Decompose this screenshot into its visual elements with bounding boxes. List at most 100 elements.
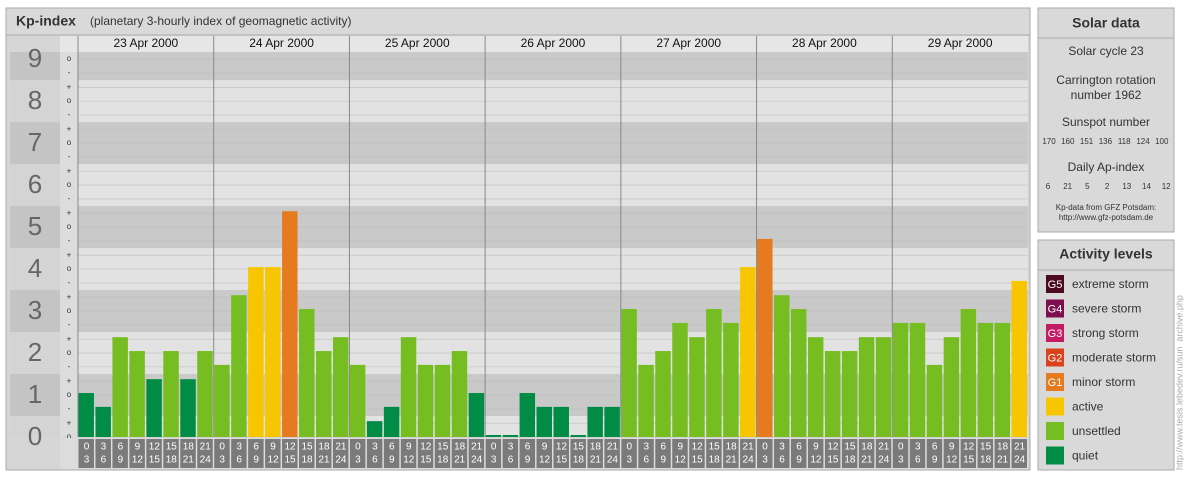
hour-label: 6: [796, 442, 802, 453]
hour-cell: [282, 439, 298, 468]
y-tick-label: 6: [28, 169, 42, 199]
level-name: minor storm: [1072, 375, 1135, 389]
hour-label: 21: [726, 455, 738, 466]
hour-cell: [587, 439, 603, 468]
hour-cell: [95, 439, 111, 468]
level-name: moderate storm: [1072, 351, 1156, 365]
hour-label: 21: [743, 442, 755, 453]
hour-label: 21: [318, 455, 330, 466]
hour-label: 0: [898, 442, 904, 453]
bar: [536, 406, 552, 437]
bar: [248, 267, 264, 437]
bar: [672, 322, 688, 437]
y-label-cell: [10, 80, 60, 123]
hour-cell: [129, 439, 145, 468]
hour-label: 18: [709, 455, 721, 466]
bar: [621, 309, 637, 437]
level-name: strong storm: [1072, 326, 1139, 340]
bar: [400, 337, 417, 437]
hour-cell: [824, 439, 841, 468]
hour-cell: [231, 439, 247, 468]
hour-cell: [536, 439, 552, 468]
hour-label: 24: [200, 455, 212, 466]
minor-tick-label: +: [67, 124, 72, 133]
bar: [265, 267, 281, 437]
bar: [943, 337, 960, 437]
hour-label: 24: [743, 455, 755, 466]
hour-label: 6: [118, 442, 124, 453]
carrington: number 1962: [1071, 88, 1142, 102]
bar: [129, 351, 145, 437]
ap-value: 21: [1063, 182, 1072, 191]
hour-label: 12: [149, 442, 161, 453]
minor-tick-label: -: [68, 362, 71, 371]
bar: [282, 211, 298, 437]
y-tick-label: 8: [28, 85, 42, 115]
hour-label: 3: [236, 442, 242, 453]
hour-label: 18: [437, 455, 449, 466]
minor-tick-label: o: [67, 306, 72, 315]
hour-cell: [299, 439, 315, 468]
source: Kp-data from GFZ Potsdam:: [1056, 203, 1156, 212]
hour-cell: [400, 439, 417, 468]
bar: [807, 337, 824, 437]
bar: [146, 379, 162, 437]
hour-label: 12: [946, 455, 958, 466]
hour-label: 6: [389, 442, 395, 453]
bar: [349, 364, 366, 437]
minor-tick-label: +: [67, 418, 72, 427]
hour-label: 24: [878, 455, 890, 466]
bar: [78, 393, 94, 437]
hour-label: 0: [762, 442, 768, 453]
y-tick-label: 0: [28, 421, 42, 451]
hour-label: 24: [1014, 455, 1026, 466]
ap-value: 2: [1105, 182, 1110, 191]
hour-label: 18: [726, 442, 738, 453]
y-label-cell: [10, 164, 60, 207]
bar: [689, 337, 705, 437]
hour-label: 6: [660, 442, 666, 453]
hour-cell: [638, 439, 654, 468]
y-label-cell: [10, 374, 60, 417]
minor-tick-label: +: [67, 250, 72, 259]
hour-label: 9: [932, 455, 938, 466]
hour-label: 15: [573, 442, 585, 453]
bar: [417, 364, 434, 437]
hour-label: 3: [627, 455, 633, 466]
hour-cell: [909, 439, 926, 468]
hour-label: 15: [556, 455, 568, 466]
bar: [163, 351, 179, 437]
bar: [706, 309, 722, 437]
level-swatch: [1046, 348, 1064, 367]
hour-label: 3: [508, 442, 514, 453]
solar-cycle: Solar cycle 23: [1068, 44, 1144, 58]
hour-cell: [485, 439, 502, 468]
day-label: 23 Apr 2000: [113, 36, 178, 50]
hour-label: 15: [844, 442, 856, 453]
hour-label: 15: [692, 455, 704, 466]
bar: [231, 295, 247, 437]
hour-label: 18: [997, 442, 1009, 453]
carrington: Carrington rotation: [1056, 73, 1155, 87]
band: [78, 52, 1028, 81]
y-label-cell: [10, 122, 60, 165]
hour-label: 15: [284, 455, 296, 466]
chart-subtitle: (planetary 3-hourly index of geomagnetic…: [90, 14, 351, 28]
sunspot-value: 136: [1099, 137, 1113, 146]
level-badge: G2: [1048, 352, 1063, 364]
levels-title-bar: [1037, 239, 1175, 271]
bar: [740, 267, 756, 437]
hour-cell: [858, 439, 875, 468]
hour-label: 15: [166, 442, 178, 453]
level-badge: G4: [1048, 303, 1063, 315]
minor-tick-label: -: [68, 68, 71, 77]
y-label-cell: [10, 290, 60, 333]
bar: [570, 435, 586, 437]
hour-cell: [553, 439, 569, 468]
bar: [519, 393, 536, 437]
hour-cell: [434, 439, 451, 468]
day-label: 25 Apr 2000: [385, 36, 450, 50]
sunspot-value: 118: [1118, 137, 1131, 146]
hour-label: 15: [963, 455, 975, 466]
bar: [95, 406, 111, 437]
